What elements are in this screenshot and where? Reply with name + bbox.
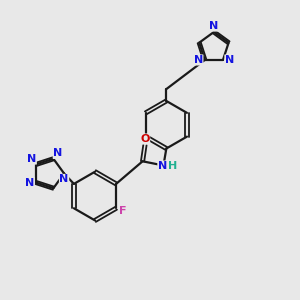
Text: N: N [27, 154, 36, 164]
Text: N: N [25, 178, 34, 188]
Text: O: O [140, 134, 150, 144]
Text: N: N [194, 55, 203, 65]
Text: N: N [59, 174, 69, 184]
Text: N: N [209, 21, 218, 31]
Text: N: N [158, 161, 167, 171]
Text: N: N [53, 148, 62, 158]
Text: N: N [225, 55, 234, 65]
Text: H: H [168, 161, 177, 171]
Text: F: F [119, 206, 126, 216]
